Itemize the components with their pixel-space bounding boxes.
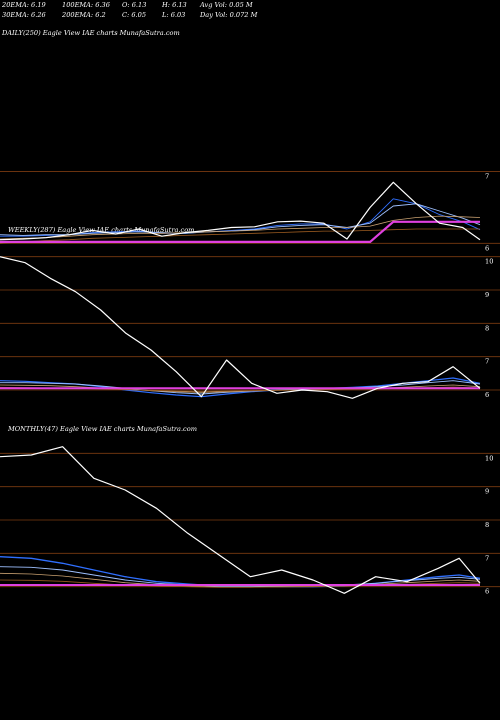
weekly-y-tick-label: 9 [485,291,489,299]
weekly-y-tick-label: 8 [485,324,489,332]
daily-y-tick-label: 6 [485,244,489,252]
daily-series-200ema [0,228,480,244]
header-values: 20EMA: 6.19 100EMA: 6.36 O: 6.13 H: 6.13… [1,1,258,19]
header-200ema: 200EMA: 6.2 [61,11,106,19]
monthly-y-tick-label: 10 [485,454,493,462]
monthly-y-tick-label: 6 [485,588,489,596]
monthly-y-tick-label: 7 [485,554,489,562]
weekly-panel-title: WEEKLY(287) Eagle View IAE charts Munafa… [8,226,194,234]
weekly-y-tick-label: 7 [485,358,489,366]
monthly-series-ema_brown [0,579,481,588]
header-low: L: 6.03 [161,11,185,19]
header-close: C: 6.05 [122,11,146,19]
header-day-vol: Day Vol: 0.072 M [199,11,258,19]
weekly-y-tick-label: 6 [485,391,489,399]
header-20ema: 20EMA: 6.19 [1,1,46,9]
header-open: O: 6.13 [122,1,146,9]
daily-y-tick-label: 7 [485,173,489,181]
daily-series-price [0,181,481,241]
weekly-panel: 10 9 8 7 6 [0,256,500,399]
daily-series-support [0,220,480,243]
header-high: H: 6.13 [161,1,187,9]
daily-series-100ema [0,215,481,240]
header-avg-vol: Avg Vol: 0.05 M [199,1,253,9]
daily-panel: 76 [0,171,500,252]
monthly-panel-title: MONTHLY(47) Eagle View IAE charts Munafa… [7,425,197,433]
monthly-series-price [0,446,481,594]
weekly-series-price [0,256,481,399]
monthly-y-tick-label: 9 [485,488,489,496]
monthly-panel: 10 9 8 7 6 [0,446,500,596]
daily-panel-title: DAILY(250) Eagle View IAE charts MunafaS… [1,29,180,37]
header-30ema: 30EMA: 6.26 [2,11,46,19]
weekly-y-tick-label: 10 [485,258,493,266]
header-100ema: 100EMA: 6.36 [62,1,110,9]
monthly-y-tick-label: 8 [485,521,489,529]
